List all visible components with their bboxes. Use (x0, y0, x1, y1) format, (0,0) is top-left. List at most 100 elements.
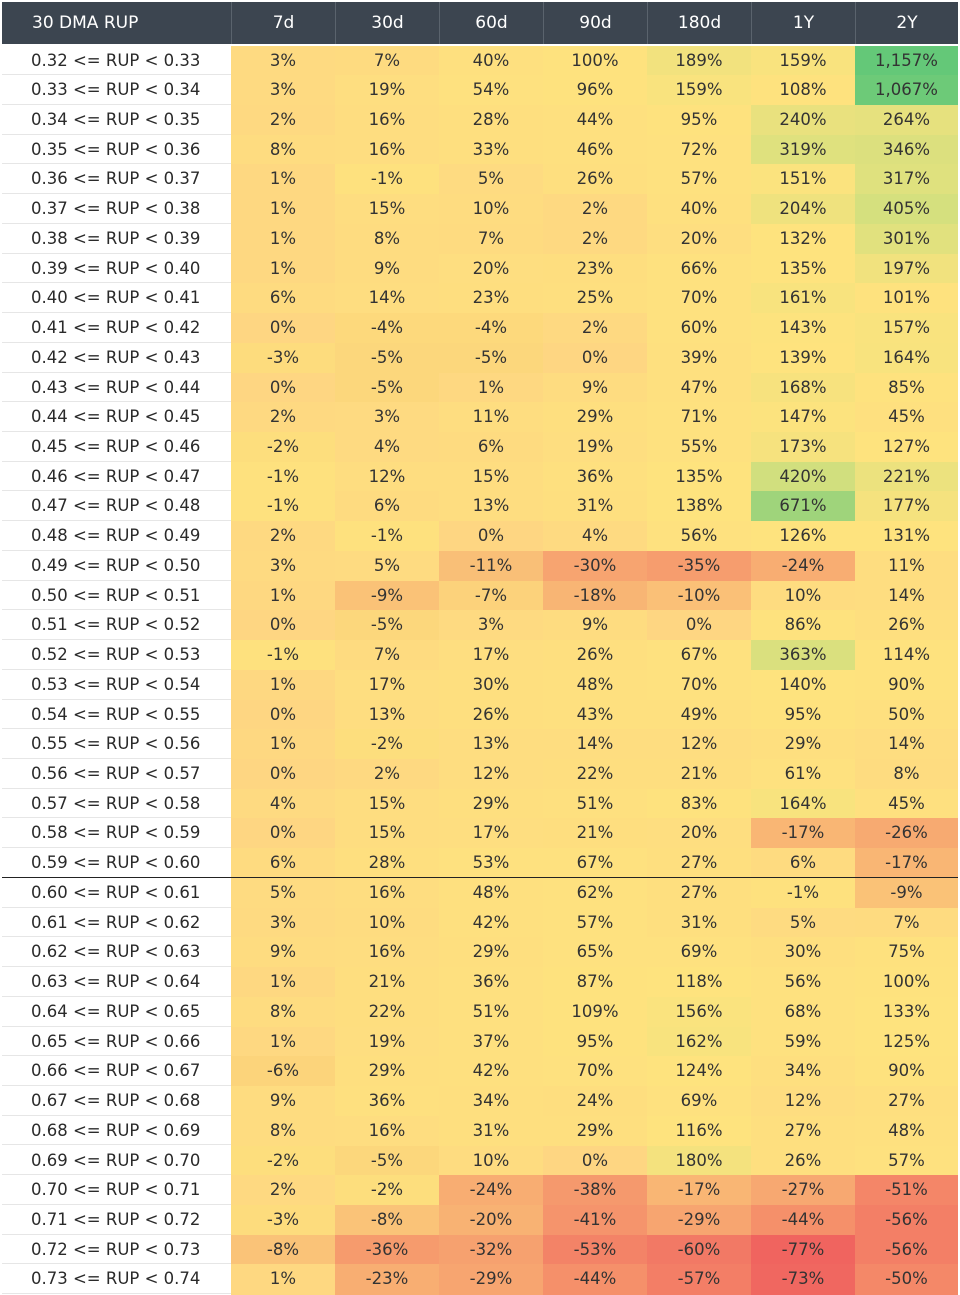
heatmap-cell: 9% (231, 1086, 335, 1117)
heatmap-cell: 19% (335, 1026, 439, 1057)
heatmap-cell: 12% (439, 759, 543, 790)
heatmap-cell: 2% (231, 1175, 335, 1206)
heatmap-cell: 8% (231, 996, 335, 1028)
heatmap-cell: 346% (855, 134, 958, 165)
heatmap-cell: 16% (335, 937, 439, 968)
row-label: 0.55 <= RUP < 0.56 (2, 729, 231, 759)
heatmap-cell: 75% (855, 937, 958, 968)
heatmap-cell: 159% (647, 75, 751, 106)
heatmap-cell: -8% (231, 1234, 335, 1265)
heatmap-cell: -6% (231, 1056, 335, 1087)
row-label: 0.36 <= RUP < 0.37 (2, 164, 231, 195)
heatmap-cell: 87% (543, 967, 647, 998)
heatmap-cell: 13% (439, 729, 543, 760)
heatmap-cell: 164% (855, 342, 958, 374)
heatmap-cell: 0% (231, 372, 335, 403)
heatmap-cell: 8% (855, 759, 958, 790)
column-header-1y: 1Y (751, 2, 855, 44)
heatmap-cell: 1% (231, 253, 335, 284)
heatmap-cell: 56% (647, 521, 751, 552)
heatmap-cell: 15% (335, 788, 439, 819)
heatmap-cell: -2% (231, 1145, 335, 1176)
heatmap-cell: 1% (231, 729, 335, 760)
heatmap-cell: 49% (647, 699, 751, 730)
heatmap-cell: 6% (335, 491, 439, 522)
heatmap-cell: 16% (335, 104, 439, 136)
heatmap-cell: 151% (751, 164, 855, 195)
heatmap-cell: 156% (647, 996, 751, 1028)
heatmap-cell: 405% (855, 194, 958, 225)
row-label: 0.33 <= RUP < 0.34 (2, 75, 231, 105)
row-label: 0.57 <= RUP < 0.58 (2, 788, 231, 819)
column-header-30d: 30d (335, 2, 439, 44)
heatmap-cell: 2% (231, 521, 335, 552)
row-label: 0.72 <= RUP < 0.73 (2, 1234, 231, 1265)
heatmap-cell: 15% (439, 461, 543, 492)
heatmap-cell: -2% (335, 729, 439, 760)
heatmap-cell: 6% (231, 848, 335, 879)
heatmap-cell: -5% (439, 342, 543, 374)
row-label: 0.35 <= RUP < 0.36 (2, 134, 231, 165)
heatmap-cell: 127% (855, 431, 958, 463)
heatmap-cell: 10% (439, 1145, 543, 1176)
heatmap-cell: 8% (231, 134, 335, 165)
heatmap-cell: 40% (439, 45, 543, 76)
heatmap-cell: 23% (543, 253, 647, 284)
heatmap-cell: 16% (335, 877, 439, 909)
heatmap-cell: 67% (543, 848, 647, 879)
row-label: 0.43 <= RUP < 0.44 (2, 372, 231, 403)
heatmap-cell: 47% (647, 372, 751, 403)
heatmap-cell: 24% (543, 1086, 647, 1117)
heatmap-cell: 1% (231, 580, 335, 611)
heatmap-cell: 28% (439, 104, 543, 136)
heatmap-cell: 5% (439, 164, 543, 195)
heatmap-cell: -29% (439, 1264, 543, 1295)
row-label: 0.58 <= RUP < 0.59 (2, 818, 231, 849)
heatmap-cell: 17% (439, 818, 543, 849)
heatmap-cell: -50% (855, 1264, 958, 1295)
heatmap-cell: 15% (335, 818, 439, 849)
heatmap-cell: -2% (231, 431, 335, 463)
heatmap-cell: 31% (543, 491, 647, 522)
heatmap-cell: 10% (439, 194, 543, 225)
heatmap-cell: -44% (543, 1264, 647, 1295)
heatmap-cell: 67% (647, 640, 751, 671)
heatmap-cell: 45% (855, 402, 958, 433)
heatmap-cell: 7% (335, 45, 439, 76)
heatmap-cell: 46% (543, 134, 647, 165)
row-label: 0.68 <= RUP < 0.69 (2, 1115, 231, 1146)
heatmap-cell: 7% (335, 640, 439, 671)
heatmap-cell: 11% (855, 550, 958, 582)
column-header-90d: 90d (543, 2, 647, 44)
heatmap-cell: 6% (439, 431, 543, 463)
row-label: 0.47 <= RUP < 0.48 (2, 491, 231, 522)
heatmap-cell: 61% (751, 759, 855, 790)
heatmap-cell: 132% (751, 223, 855, 255)
heatmap-cell: 2% (231, 104, 335, 136)
heatmap-cell: 39% (647, 342, 751, 374)
heatmap-cell: -32% (439, 1234, 543, 1265)
heatmap-cell: 21% (335, 967, 439, 998)
heatmap-cell: -1% (231, 461, 335, 492)
heatmap-cell: -4% (439, 313, 543, 344)
heatmap-cell: 5% (231, 877, 335, 909)
heatmap-cell: 23% (439, 283, 543, 314)
heatmap-cell: 0% (543, 1145, 647, 1176)
row-label: 0.44 <= RUP < 0.45 (2, 402, 231, 432)
heatmap-cell: 70% (647, 669, 751, 701)
heatmap-cell: 9% (543, 372, 647, 403)
heatmap-cell: 14% (855, 729, 958, 760)
heatmap-cell: 31% (647, 907, 751, 938)
heatmap-cell: 51% (543, 788, 647, 819)
heatmap-cell: 7% (439, 223, 543, 255)
heatmap-cell: 85% (855, 372, 958, 403)
heatmap-cell: 43% (543, 699, 647, 730)
column-header-60d: 60d (439, 2, 543, 44)
heatmap-cell: -17% (751, 818, 855, 849)
heatmap-cell: 1% (439, 372, 543, 403)
heatmap-cell: 14% (335, 283, 439, 314)
heatmap-cell: 118% (647, 967, 751, 998)
heatmap-cell: -1% (335, 521, 439, 552)
heatmap-cell: 22% (543, 759, 647, 790)
heatmap-cell: 53% (439, 848, 543, 879)
